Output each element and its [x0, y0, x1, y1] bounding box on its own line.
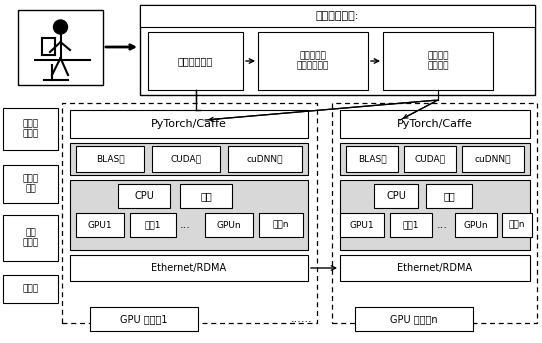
Text: BLAS库: BLAS库	[358, 154, 386, 164]
Text: 内存: 内存	[443, 191, 455, 201]
Text: GPU1: GPU1	[88, 221, 112, 229]
Text: GPU 服务剨1: GPU 服务剨1	[120, 314, 168, 324]
Bar	[140, 5, 535, 27]
Text: 集群监测管理:: 集群监测管理:	[316, 11, 359, 21]
Text: 显存n: 显存n	[273, 221, 289, 229]
Bar	[90, 307, 198, 331]
Bar	[383, 32, 493, 90]
Text: 流水线
框架层: 流水线 框架层	[22, 119, 38, 139]
Bar	[3, 275, 58, 303]
Bar	[118, 184, 170, 208]
Bar	[76, 146, 144, 172]
Bar	[18, 10, 103, 85]
Text: 深度学
习库: 深度学 习库	[22, 174, 38, 194]
Bar	[3, 165, 58, 203]
Bar	[70, 255, 308, 281]
Bar	[205, 213, 253, 237]
Text: CUDA库: CUDA库	[171, 154, 202, 164]
Bar	[62, 103, 317, 323]
Bar	[502, 213, 532, 237]
Text: PyTorch/Caffe: PyTorch/Caffe	[151, 119, 227, 129]
Text: 物理
资源层: 物理 资源层	[22, 228, 38, 248]
Bar	[70, 110, 308, 138]
Bar	[152, 146, 220, 172]
Text: GPU1: GPU1	[350, 221, 375, 229]
Text: 显存1: 显存1	[145, 221, 162, 229]
Text: 通信层: 通信层	[22, 284, 38, 294]
Bar	[340, 180, 530, 250]
Bar	[340, 213, 384, 237]
Text: cuDNN库: cuDNN库	[475, 154, 511, 164]
Bar	[3, 108, 58, 150]
Bar	[340, 110, 530, 138]
Text: CUDA库: CUDA库	[415, 154, 446, 164]
Bar	[228, 146, 302, 172]
Text: 模型划分与
任务放置模块: 模型划分与 任务放置模块	[297, 51, 329, 71]
Bar	[426, 184, 472, 208]
Bar	[355, 307, 473, 331]
Text: ...: ...	[179, 220, 190, 230]
Text: ......: ......	[291, 314, 313, 324]
Bar	[258, 32, 368, 90]
Bar	[180, 184, 232, 208]
Bar	[462, 146, 524, 172]
Text: BLAS库: BLAS库	[96, 154, 124, 164]
Text: 显存n: 显存n	[509, 221, 525, 229]
Bar	[148, 32, 243, 90]
Circle shape	[54, 20, 68, 34]
Text: cuDNN库: cuDNN库	[247, 154, 283, 164]
Bar	[140, 5, 535, 95]
Bar	[340, 143, 530, 175]
Text: 显存1: 显存1	[403, 221, 420, 229]
Text: 模型划划模块: 模型划划模块	[178, 56, 213, 66]
Bar	[259, 213, 303, 237]
Text: ...: ...	[436, 220, 448, 230]
Text: Ethernet/RDMA: Ethernet/RDMA	[397, 263, 473, 273]
Bar	[404, 146, 456, 172]
Text: 流水线分
布式训练: 流水线分 布式训练	[427, 51, 449, 71]
Text: 内存: 内存	[200, 191, 212, 201]
Text: PyTorch/Caffe: PyTorch/Caffe	[397, 119, 473, 129]
Text: CPU: CPU	[134, 191, 154, 201]
Bar	[340, 255, 530, 281]
Bar	[130, 213, 176, 237]
Bar	[346, 146, 398, 172]
Bar	[390, 213, 432, 237]
Text: Ethernet/RDMA: Ethernet/RDMA	[151, 263, 227, 273]
Bar	[70, 143, 308, 175]
Text: GPUn: GPUn	[464, 221, 488, 229]
Text: GPU 服务器n: GPU 服务器n	[390, 314, 438, 324]
Bar	[332, 103, 537, 323]
Bar	[455, 213, 497, 237]
Text: GPUn: GPUn	[217, 221, 241, 229]
Bar	[3, 215, 58, 261]
Bar	[70, 180, 308, 250]
Bar	[374, 184, 418, 208]
Bar	[76, 213, 124, 237]
Text: CPU: CPU	[386, 191, 406, 201]
